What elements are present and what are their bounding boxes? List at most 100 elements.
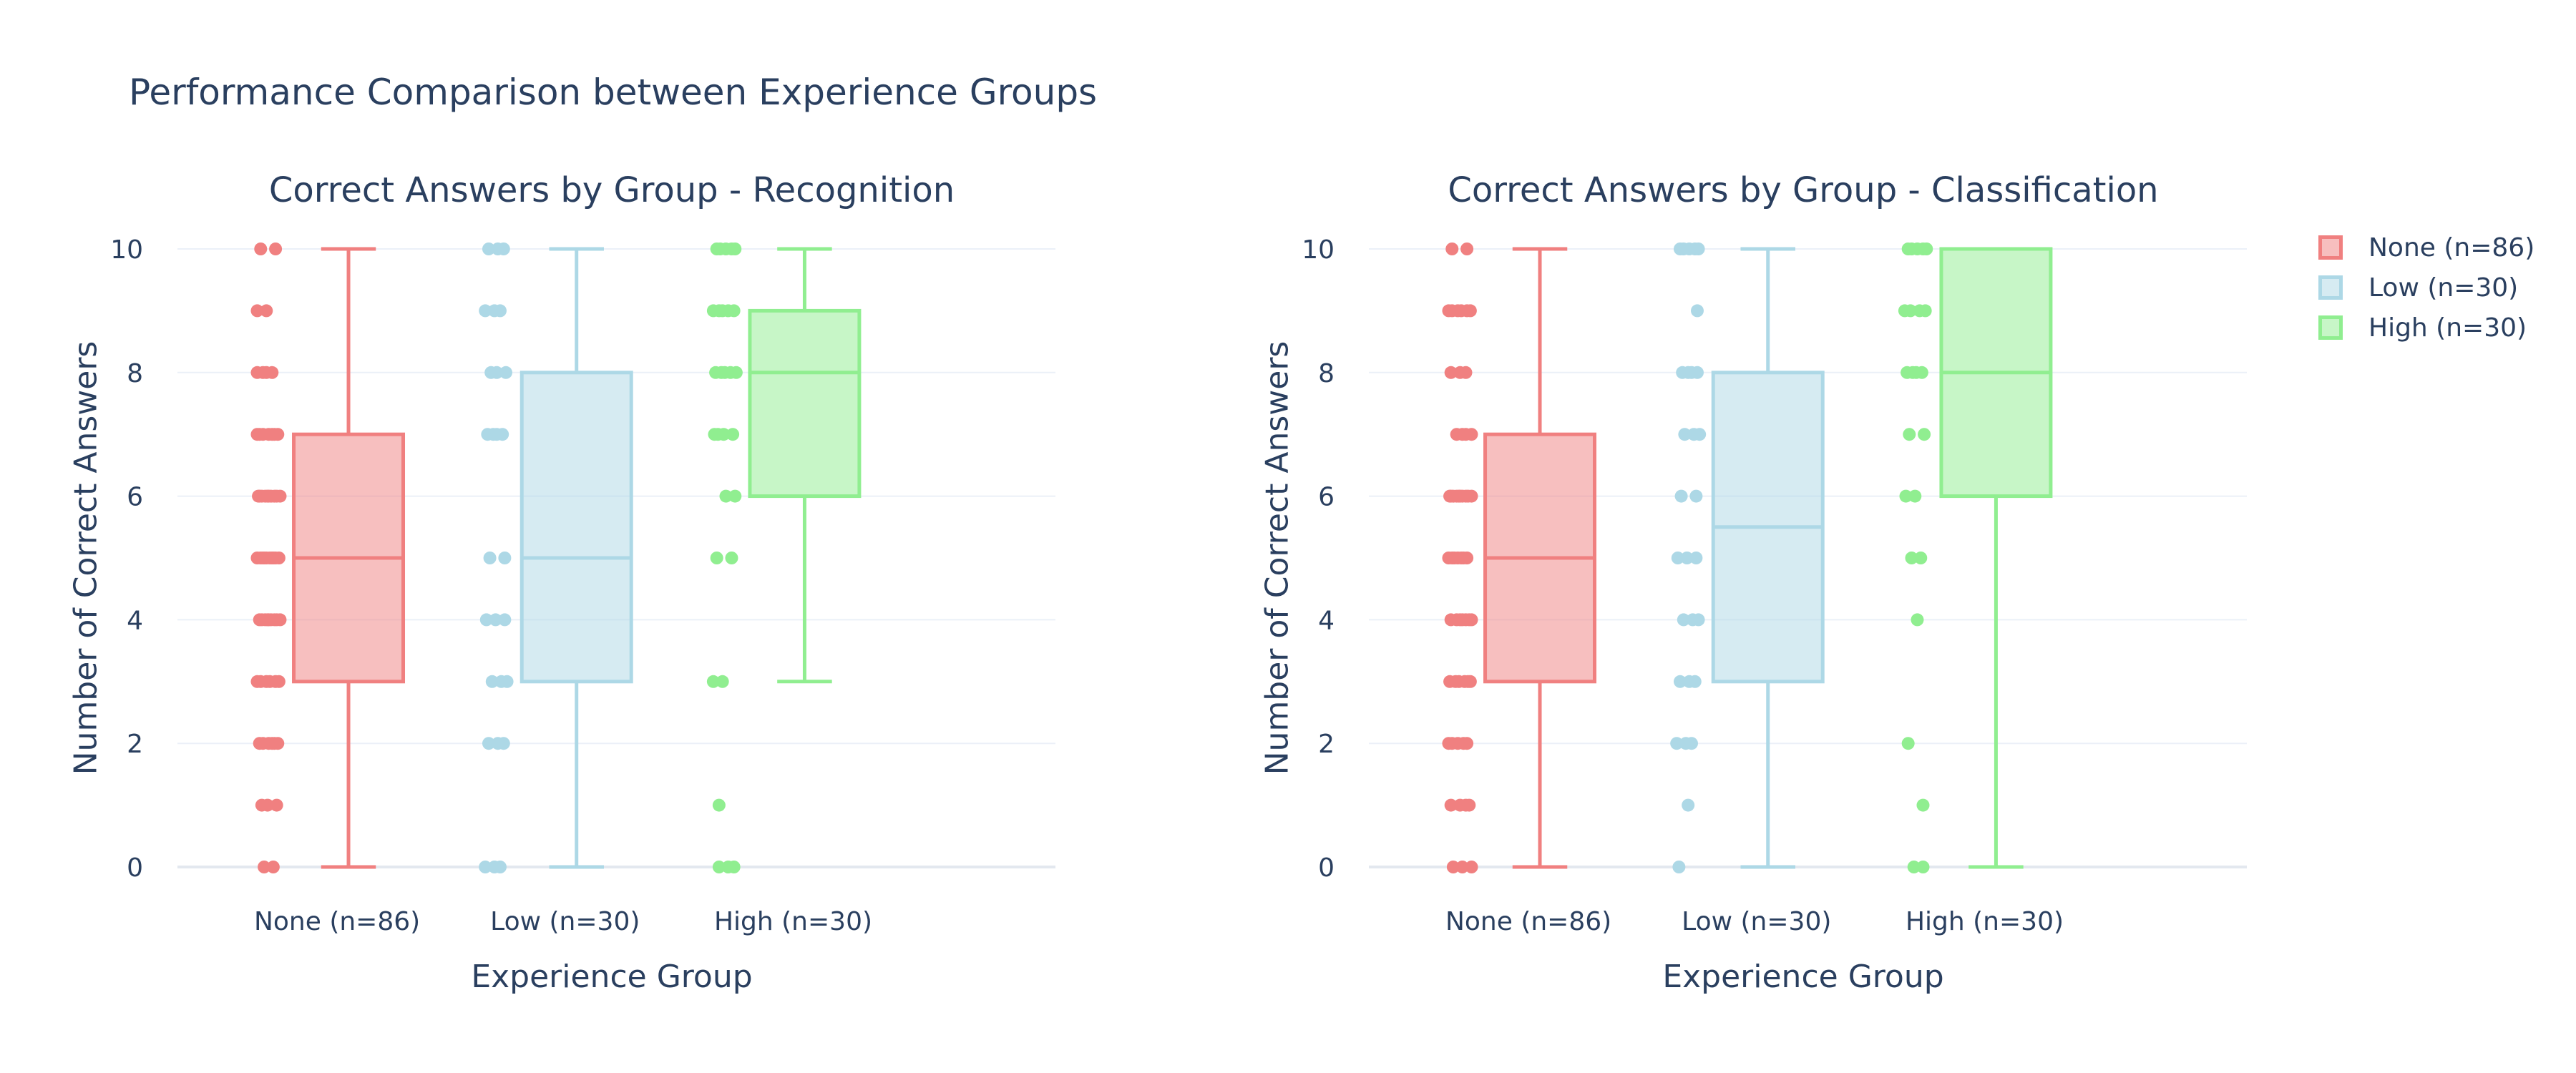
- box-iqr-low: [519, 371, 633, 684]
- data-point-high: [1918, 428, 1931, 441]
- data-point-none: [258, 552, 271, 564]
- legend: None (n=86) Low (n=30) High (n=30): [2318, 227, 2534, 348]
- x-tick-label-high: High (n=30): [714, 907, 872, 936]
- data-point-none: [260, 304, 273, 318]
- data-point-high: [1905, 242, 1918, 255]
- data-point-low: [1692, 242, 1705, 255]
- data-point-high: [712, 798, 726, 812]
- box-group-high: [706, 242, 862, 873]
- data-point-none: [1446, 861, 1460, 873]
- data-point-low: [482, 737, 495, 750]
- data-point-none: [266, 552, 280, 564]
- data-point-high: [1901, 366, 1914, 379]
- y-tick-label-0: 0: [1318, 853, 1335, 883]
- data-point-none: [253, 613, 266, 627]
- y-tick-label-10: 10: [110, 235, 143, 265]
- y-tick-label-8: 8: [127, 359, 143, 388]
- data-point-low: [479, 613, 493, 627]
- data-point-low: [1678, 428, 1692, 441]
- legend-item-none[interactable]: None (n=86): [2318, 227, 2534, 268]
- x-tick-label-low: Low (n=30): [1682, 907, 1831, 936]
- data-point-high: [1898, 304, 1911, 318]
- x-tick-label-low: Low (n=30): [490, 907, 640, 936]
- data-point-high: [1907, 861, 1921, 873]
- data-point-low: [1689, 552, 1703, 564]
- data-point-none: [263, 675, 277, 688]
- data-point-high: [1899, 489, 1913, 503]
- data-point-low: [1670, 737, 1684, 750]
- data-point-low: [1673, 675, 1687, 688]
- data-point-none: [1453, 798, 1467, 812]
- data-point-low: [1674, 489, 1688, 503]
- data-point-low: [1682, 675, 1696, 688]
- data-point-high: [1905, 552, 1918, 564]
- data-point-high: [709, 366, 723, 379]
- x-axis-title-recognition: Experience Group: [471, 959, 753, 995]
- data-point-low: [494, 675, 508, 688]
- subplot-title-classification: Correct Answers by Group - Classificatio…: [1448, 170, 2159, 210]
- box-group-high: [1898, 242, 2053, 873]
- data-point-none: [1453, 366, 1467, 379]
- box-group-low: [479, 242, 633, 873]
- data-point-none: [1460, 242, 1474, 255]
- x-tick-label-none: None (n=86): [254, 907, 420, 936]
- plot-area-0: 0 2 4 6 8 10 None (n=86) Low (n=30) High (n=30): [110, 235, 1055, 936]
- data-point-low: [1672, 861, 1686, 873]
- data-point-none: [262, 489, 275, 503]
- data-point-low: [1682, 798, 1695, 812]
- y-tick-label-4: 4: [1318, 606, 1335, 635]
- box-group-none: [1442, 242, 1597, 873]
- data-point-none: [255, 798, 268, 812]
- legend-label-high: High (n=30): [2368, 313, 2527, 343]
- data-point-none: [250, 366, 264, 379]
- data-point-high: [1901, 737, 1915, 750]
- data-point-none: [266, 861, 280, 873]
- data-point-low: [484, 366, 498, 379]
- x-axis-title-classification: Experience Group: [1662, 959, 1944, 995]
- legend-swatch-low: [2318, 275, 2343, 300]
- data-point-low: [491, 242, 504, 255]
- data-point-low: [490, 428, 504, 441]
- data-point-none: [1463, 304, 1477, 318]
- data-point-none: [1445, 552, 1459, 564]
- data-point-low: [1689, 489, 1703, 503]
- data-point-high: [1916, 861, 1930, 873]
- data-point-high: [716, 675, 729, 688]
- y-tick-label-6: 6: [127, 483, 143, 512]
- data-point-low: [1687, 428, 1701, 441]
- y-tick-label-6: 6: [1318, 483, 1335, 512]
- data-point-low: [485, 675, 499, 688]
- legend-item-high[interactable]: High (n=30): [2318, 308, 2534, 348]
- data-point-none: [1453, 489, 1467, 503]
- data-point-none: [265, 737, 279, 750]
- data-point-high: [706, 675, 720, 688]
- data-point-none: [1463, 798, 1476, 812]
- data-point-none: [1444, 798, 1458, 812]
- data-point-high: [1914, 552, 1928, 564]
- data-point-high: [712, 861, 726, 873]
- data-point-high: [718, 366, 731, 379]
- data-point-low: [1686, 613, 1699, 627]
- data-point-none: [253, 489, 266, 503]
- data-point-low: [499, 366, 512, 379]
- data-point-none: [1460, 737, 1474, 750]
- data-point-low: [1671, 552, 1684, 564]
- data-point-none: [1450, 428, 1463, 441]
- data-point-high: [1908, 489, 1922, 503]
- data-point-low: [487, 861, 501, 873]
- legend-label-none: None (n=86): [2368, 232, 2535, 263]
- y-tick-label-2: 2: [127, 730, 143, 759]
- data-point-none: [250, 304, 264, 318]
- data-point-low: [1676, 366, 1689, 379]
- data-point-high: [721, 861, 735, 873]
- data-point-low: [491, 737, 504, 750]
- data-point-high: [1903, 428, 1916, 441]
- data-point-none: [256, 737, 270, 750]
- legend-item-low[interactable]: Low (n=30): [2318, 268, 2534, 308]
- data-point-none: [1443, 675, 1457, 688]
- data-point-none: [1444, 613, 1458, 627]
- data-point-high: [1911, 613, 1924, 627]
- data-point-high: [713, 242, 727, 255]
- data-point-high: [1916, 798, 1930, 812]
